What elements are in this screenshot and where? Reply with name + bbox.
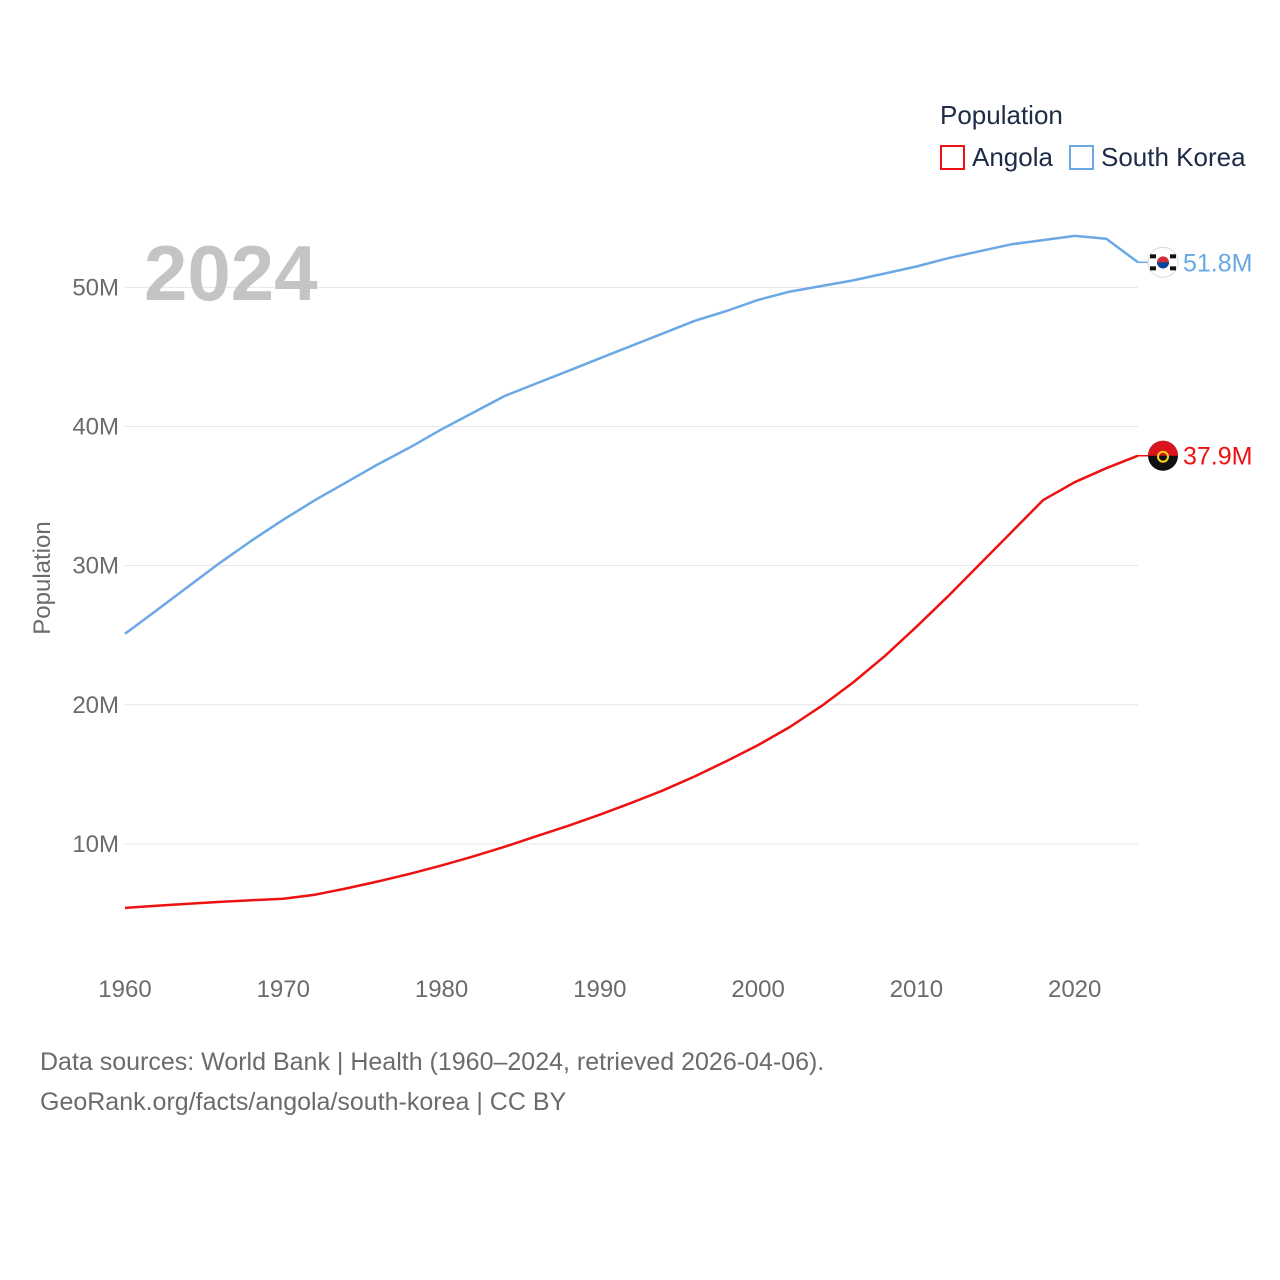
legend-swatch <box>1069 145 1094 170</box>
legend-label: Angola <box>972 142 1053 172</box>
legend: Population Angola South Korea <box>940 100 1246 172</box>
series-lines <box>124 234 1139 910</box>
x-tick-label: 1960 <box>98 976 151 1003</box>
end-value-label: 37.9M <box>1183 443 1252 471</box>
south-korea-flag-icon <box>1147 246 1179 278</box>
footer: Data sources: World Bank | Health (1960–… <box>40 1042 824 1122</box>
x-tick-label: 2020 <box>1048 976 1101 1003</box>
source-link[interactable]: GeoRank.org/facts/angola/south-korea | C… <box>40 1088 567 1116</box>
y-tick-label: 10M <box>72 831 119 858</box>
end-value-label: 51.8M <box>1183 249 1252 277</box>
y-tick-label: 20M <box>72 692 119 719</box>
x-axis-ticks: 1960 1970 1980 1990 2000 2010 2020 <box>98 976 1101 1003</box>
angola-flag-icon <box>1148 440 1178 471</box>
legend-swatch <box>940 145 965 170</box>
legend-item-south-korea[interactable]: South Korea <box>1069 142 1246 172</box>
end-labels: 37.9M 51.8M <box>1138 246 1252 471</box>
legend-item-angola[interactable]: Angola <box>940 142 1053 172</box>
y-axis-title: Population <box>29 521 56 634</box>
x-tick-label: 1970 <box>257 976 310 1003</box>
y-tick-label: 30M <box>72 553 119 580</box>
x-tick-label: 1980 <box>415 976 468 1003</box>
series-line-angola <box>124 454 1139 910</box>
y-tick-label: 40M <box>72 414 119 441</box>
y-tick-label: 50M <box>72 274 119 301</box>
x-tick-label: 2010 <box>890 976 943 1003</box>
x-tick-label: 2000 <box>731 976 784 1003</box>
gridlines <box>125 286 1138 845</box>
population-chart: 10M 20M 30M 40M 50M 1960 1970 1980 1990 2000 2010… <box>29 100 1252 1003</box>
x-tick-label: 1990 <box>573 976 626 1003</box>
year-label: 2024 <box>144 229 318 317</box>
legend-title: Population <box>940 100 1063 130</box>
legend-label: South Korea <box>1101 142 1246 172</box>
series-line-south-korea <box>124 234 1139 635</box>
source-note: Data sources: World Bank | Health (1960–… <box>40 1048 825 1076</box>
y-axis-ticks: 10M 20M 30M 40M 50M <box>72 274 119 857</box>
